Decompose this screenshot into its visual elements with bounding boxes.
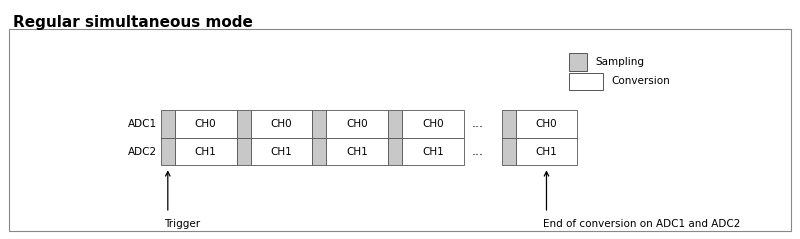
- Text: ADC2: ADC2: [128, 147, 157, 157]
- Bar: [161, 110, 174, 138]
- Text: CH1: CH1: [536, 147, 558, 157]
- Text: Regular simultaneous mode: Regular simultaneous mode: [14, 15, 254, 30]
- Text: Sampling: Sampling: [595, 57, 644, 67]
- Text: CH1: CH1: [346, 147, 368, 157]
- Text: CH1: CH1: [422, 147, 444, 157]
- Bar: [402, 138, 464, 165]
- Text: CH0: CH0: [270, 119, 292, 129]
- Bar: [312, 110, 326, 138]
- Bar: [250, 110, 312, 138]
- Bar: [570, 53, 587, 71]
- Text: CH0: CH0: [346, 119, 368, 129]
- Text: CH0: CH0: [195, 119, 217, 129]
- Bar: [402, 110, 464, 138]
- Bar: [388, 110, 402, 138]
- Bar: [326, 110, 388, 138]
- Bar: [502, 110, 515, 138]
- Bar: [237, 110, 250, 138]
- Bar: [10, 29, 790, 231]
- Text: Trigger: Trigger: [164, 219, 200, 229]
- Text: Conversion: Conversion: [611, 76, 670, 87]
- Text: End of conversion on ADC1 and ADC2: End of conversion on ADC1 and ADC2: [542, 219, 740, 229]
- Bar: [250, 138, 312, 165]
- Text: ADC1: ADC1: [128, 119, 157, 129]
- Bar: [570, 73, 603, 90]
- Text: CH1: CH1: [195, 147, 217, 157]
- Bar: [502, 138, 515, 165]
- Bar: [515, 110, 578, 138]
- Text: CH0: CH0: [536, 119, 558, 129]
- Bar: [174, 110, 237, 138]
- Bar: [174, 138, 237, 165]
- Text: ...: ...: [472, 117, 484, 130]
- Bar: [312, 138, 326, 165]
- Bar: [326, 138, 388, 165]
- Text: ...: ...: [472, 145, 484, 158]
- Bar: [388, 138, 402, 165]
- Text: CH0: CH0: [422, 119, 444, 129]
- Bar: [515, 138, 578, 165]
- Bar: [237, 138, 250, 165]
- Text: CH1: CH1: [270, 147, 292, 157]
- Bar: [161, 138, 174, 165]
